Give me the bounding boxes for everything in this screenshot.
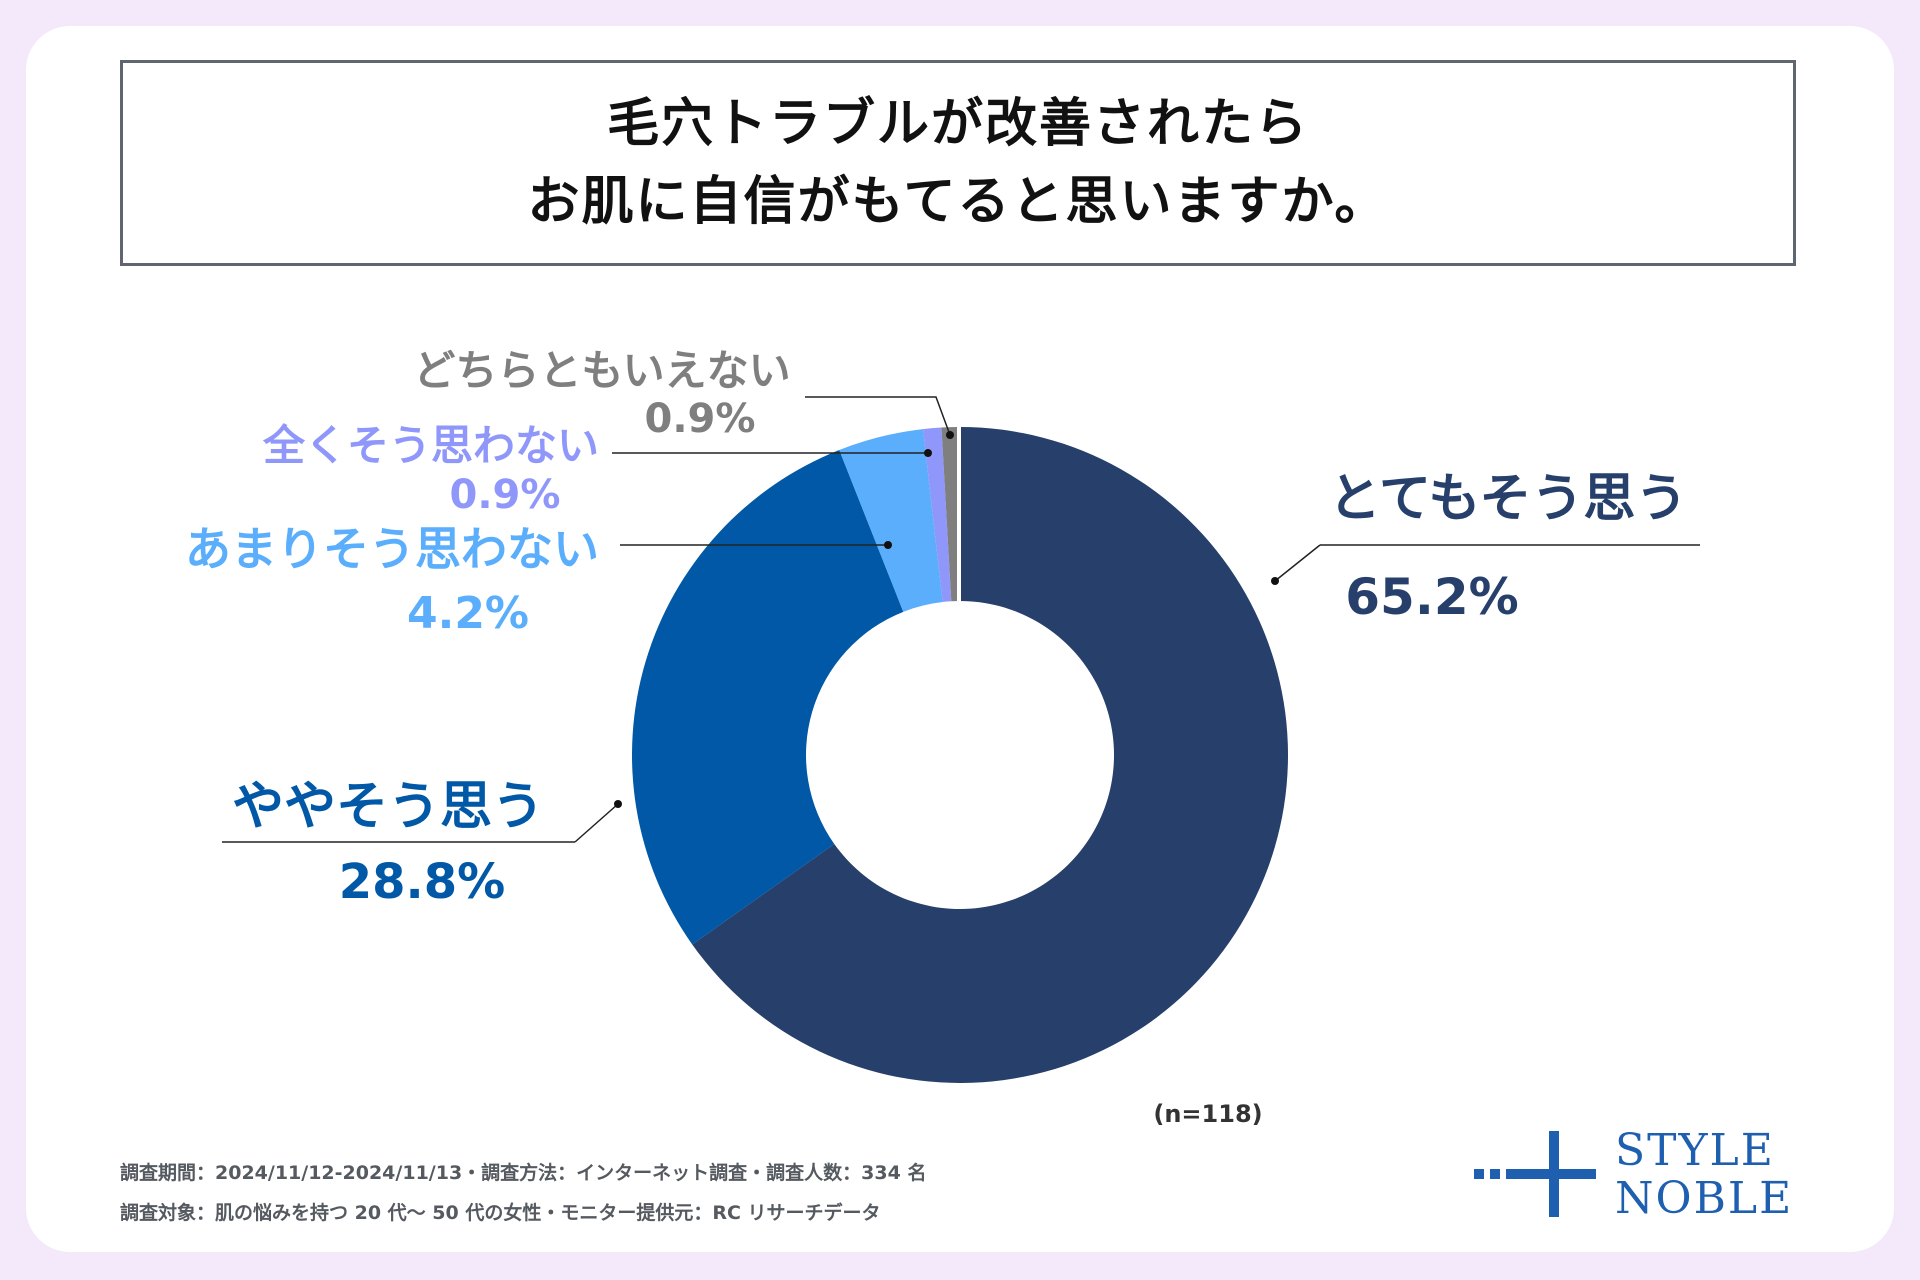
style-noble-logo-mark (1474, 1131, 1596, 1217)
slice-not-at-all (922, 427, 952, 602)
category-label-neither: どちらともいえない (413, 346, 790, 395)
label-group-very-agree: とてもそう思う 65.2% (1271, 469, 1700, 626)
value-label-not-much: 4.2% (407, 588, 529, 639)
footer-survey-period: 調査期間：2024/11/12-2024/11/13・調査方法：インターネット調… (120, 1162, 927, 1184)
footer-survey-target: 調査対象：肌の悩みを持つ 20 代〜 50 代の女性・モニター提供元：RC リサ… (120, 1202, 881, 1224)
leader-dot-not-at-all (924, 449, 932, 457)
value-label-very-agree: 65.2% (1345, 568, 1518, 626)
label-group-neither: どちらともいえない 0.9% (413, 346, 954, 442)
label-group-not-at-all: 全くそう思わない 0.9% (262, 421, 932, 518)
value-label-neither: 0.9% (645, 396, 756, 442)
slice-very-agree (692, 427, 1288, 1083)
logo-text-noble: NOBLE (1615, 1173, 1794, 1224)
slice-not-much (839, 429, 943, 612)
chart-title-line-1: 毛穴トラブルが改善されたら (606, 94, 1309, 154)
category-label-somewhat-agree: ややそう思う (232, 777, 544, 837)
leader-dot-somewhat-agree (614, 800, 622, 808)
leader-line-somewhat-agree (574, 803, 619, 843)
value-label-not-at-all: 0.9% (450, 472, 561, 518)
donut-slices (631, 427, 1288, 1083)
slice-neither (941, 427, 960, 602)
value-label-somewhat-agree: 28.8% (339, 854, 506, 910)
slice-somewhat-agree (631, 450, 904, 945)
leader-line-neither (805, 396, 951, 436)
logo-text-style: STYLE (1615, 1125, 1775, 1176)
leader-line-very-agree (1274, 544, 1321, 582)
category-label-very-agree: とてもそう思う (1329, 469, 1688, 529)
leader-dot-neither (946, 431, 954, 439)
sample-size-note: (n=118) (1153, 1100, 1262, 1128)
label-group-not-much: あまりそう思わない 4.2% (185, 522, 892, 639)
chart-title-box: 毛穴トラブルが改善されたら お肌に自信がもてると思いますか。 (120, 60, 1796, 266)
label-group-somewhat-agree: ややそう思う 28.8% (222, 777, 622, 910)
leader-dot-very-agree (1271, 577, 1279, 585)
category-label-not-much: あまりそう思わない (185, 522, 599, 576)
category-label-not-at-all: 全くそう思わない (262, 421, 599, 470)
leader-dot-not-much (884, 541, 892, 549)
chart-title-line-2: お肌に自信がもてると思いますか。 (527, 172, 1389, 232)
